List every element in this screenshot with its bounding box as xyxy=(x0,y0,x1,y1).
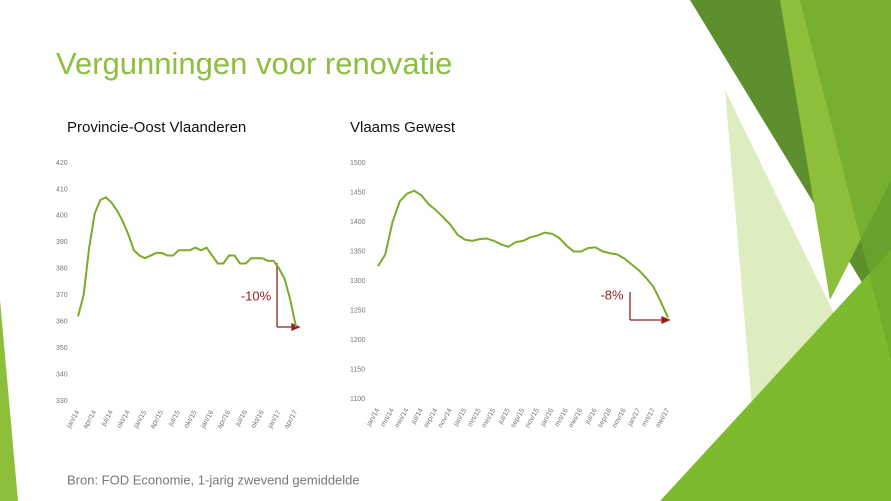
decor xyxy=(660,250,891,501)
decor xyxy=(800,0,891,360)
slide-title: Vergunningen voor renovatie xyxy=(56,46,452,81)
decor xyxy=(0,300,18,501)
y-tick-label: 410 xyxy=(56,186,68,193)
chart-title: Vlaams Gewest xyxy=(350,119,456,136)
y-tick-label: 1150 xyxy=(350,366,365,373)
y-tick-label: 370 xyxy=(56,292,68,299)
y-tick-label: 340 xyxy=(56,371,68,378)
y-tick-label: 1350 xyxy=(350,248,366,255)
annotation: -8% xyxy=(600,287,624,302)
y-tick-label: 1200 xyxy=(350,337,366,344)
y-tick-label: 1100 xyxy=(350,396,365,403)
y-tick-label: 1300 xyxy=(350,278,366,285)
y-tick-label: 350 xyxy=(56,345,68,352)
y-tick-label: 360 xyxy=(56,319,68,326)
chart-title: Provincie-Oost Vlaanderen xyxy=(67,119,246,136)
line xyxy=(377,189,669,318)
line xyxy=(77,196,297,328)
y-tick-label: 1500 xyxy=(350,160,366,167)
y-tick-label: 1450 xyxy=(350,189,366,196)
y-tick-label: 330 xyxy=(56,398,68,405)
y-tick-label: 1400 xyxy=(350,219,366,226)
y-tick-label: 380 xyxy=(56,266,68,273)
y-tick-label: 400 xyxy=(56,213,68,220)
annotation: -10% xyxy=(241,288,272,303)
y-tick-label: 390 xyxy=(56,239,68,246)
y-tick-label: 1250 xyxy=(350,307,366,314)
y-tick-label: 420 xyxy=(56,160,68,167)
source: Bron: FOD Economie, 1-jarig zwevend gemi… xyxy=(67,472,360,487)
arrow xyxy=(276,263,671,331)
